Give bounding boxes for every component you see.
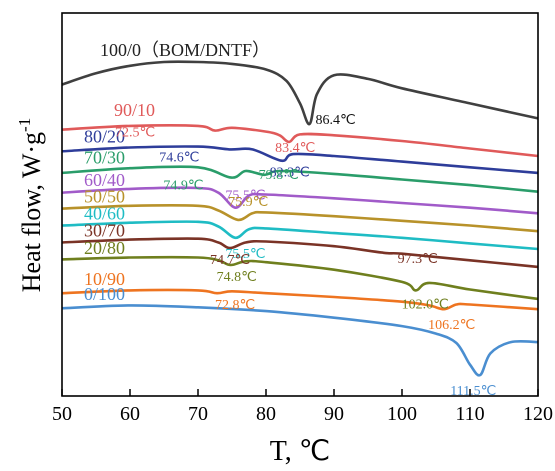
peak-temperature-label: 86.4℃ <box>316 113 356 128</box>
series-label: 0/100 <box>84 284 125 304</box>
series-label: 70/30 <box>84 147 125 167</box>
peak-temperature-label: 72.5℃ <box>115 126 155 141</box>
series-label: 10/90 <box>84 269 125 289</box>
x-tick-label: 50 <box>52 403 72 425</box>
x-tick-label: 60 <box>120 403 140 425</box>
series-line-50-50 <box>61 204 539 233</box>
x-tick-label: 70 <box>188 403 208 425</box>
series-line-20-80 <box>61 255 539 301</box>
peak-temperature-label: 75.5℃ <box>225 247 265 262</box>
series-label: 40/60 <box>84 203 125 223</box>
peak-temperature-label: 82.3℃ <box>270 166 310 181</box>
series-line-30-70 <box>61 237 539 269</box>
peak-temperature-label: 97.3℃ <box>398 252 438 267</box>
series-label: 60/40 <box>84 170 125 190</box>
y-axis-title-main: Heat flow, W·g <box>17 132 46 292</box>
y-axis-title-exponent: -1 <box>15 118 34 132</box>
peak-temperature-label: 74.8℃ <box>217 270 257 285</box>
series-line-90-10 <box>61 124 539 158</box>
x-tick-label: 90 <box>324 403 344 425</box>
x-axis-title: T, ℃ <box>270 436 330 467</box>
series-line-10-90 <box>61 288 539 311</box>
y-axis-title: Heat flow, W·g-1 <box>15 118 46 292</box>
x-ticks-group: 50 60 70 80 90 100 110 120 <box>52 389 553 425</box>
peak-temperature-label: 102.0℃ <box>402 297 449 312</box>
series-line-0-100 <box>61 304 539 377</box>
series-label: 20/80 <box>84 238 125 258</box>
curves-group <box>61 60 539 377</box>
series-line-70-30 <box>61 165 539 193</box>
peak-temperature-label: 75.9℃ <box>228 195 268 210</box>
peak-temperature-label: 106.2℃ <box>428 318 475 333</box>
peak-temperature-label: 74.7℃ <box>210 253 250 268</box>
peak-labels-group: 86.4℃ 72.5℃ 83.4℃ 74.6℃ 82.3℃ 74.9℃ 79.8℃ 75.5℃… <box>115 113 496 399</box>
series-label: 50/50 <box>84 186 125 206</box>
x-tick-label: 120 <box>523 403 553 425</box>
peak-temperature-label: 74.6℃ <box>159 150 199 165</box>
peak-temperature-label: 74.9℃ <box>163 179 203 194</box>
series-line-40-60 <box>61 220 539 251</box>
peak-temperature-label: 72.8℃ <box>215 298 255 313</box>
series-line-60-40 <box>61 186 539 215</box>
x-tick-label: 100 <box>387 403 417 425</box>
peak-temperature-label: 75.5℃ <box>225 189 265 204</box>
series-label: 30/70 <box>84 220 125 240</box>
x-tick-label: 80 <box>256 403 276 425</box>
series-label: 80/20 <box>84 126 125 146</box>
series-label: 90/10 <box>114 100 155 120</box>
peak-temperature-label: 83.4℃ <box>275 141 315 156</box>
plot-frame <box>61 12 539 397</box>
x-tick-label: 110 <box>455 403 484 425</box>
series-label: 100/0（BOM/DNTF） <box>100 40 270 60</box>
peak-temperature-label: 79.8℃ <box>259 168 299 183</box>
series-line-100-0 <box>61 60 539 126</box>
series-line-80-20 <box>61 145 539 175</box>
